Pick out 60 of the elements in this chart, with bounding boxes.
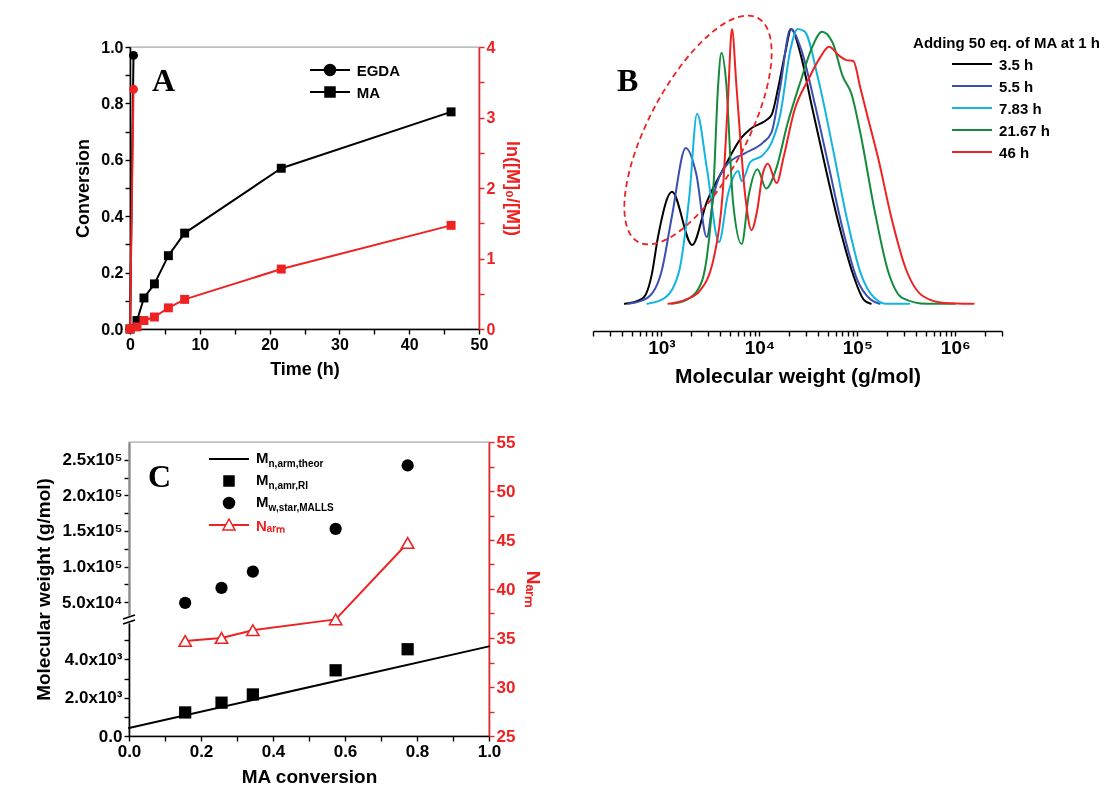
y2-tick-label: 40 [496, 579, 516, 599]
y2-axis-title: ln([M]₀/[M]) [503, 140, 524, 237]
x-axis-title: Molecular weight (g/mol) [674, 363, 922, 387]
x-tick-label: 10⁴ [744, 336, 776, 358]
annotation: A [152, 62, 176, 99]
x-tick-label: 20 [261, 335, 280, 353]
y2-tick-label: 2 [486, 179, 496, 197]
y-tick-label: 2.5x10⁵ [62, 450, 123, 470]
legend-label: M$_{w,star,MALLS}$ [256, 493, 334, 513]
y-tick-label: 0.6 [101, 151, 124, 169]
y2-tick-label: 1 [486, 250, 496, 267]
legend-label: M$_{n,amr,RI}$ [256, 471, 308, 491]
y2-tick-label: 0 [486, 320, 496, 338]
y-tick-label: 0.2 [101, 264, 124, 282]
x-tick-label: 30 [331, 335, 349, 353]
x-tick-label: 0.2 [189, 741, 214, 761]
legend-title: Adding 50 eq. of MA at 1 h [913, 32, 1100, 53]
y-tick-label: 2.0x10⁵ [62, 485, 123, 505]
x-tick-label: 50 [470, 335, 489, 353]
x-tick-label: 10 [191, 335, 210, 353]
y2-tick-label: 35 [496, 628, 516, 648]
y-tick-label: 5.0x10⁴ [62, 592, 123, 612]
y-tick-label: 1.5x10⁵ [62, 521, 123, 541]
y-tick-label: 0.0 [101, 320, 124, 338]
x-axis-title: MA conversion [241, 765, 378, 787]
y2-tick-label: 55 [496, 432, 516, 452]
y2-tick-label: 3 [486, 109, 496, 126]
y-tick-label: 1.0 [101, 38, 124, 56]
x-tick-label: 40 [400, 335, 419, 353]
legend-label: EGDA [356, 61, 400, 79]
legend-label: 3.5 h [999, 55, 1034, 73]
x-tick-label: 10³ [648, 336, 676, 358]
legend-label: M$_{n,arm,theor}$ [256, 449, 324, 469]
legend-label: 21.67 h [999, 121, 1050, 139]
y2-axis-title: Nₐᵣₘ [523, 570, 545, 609]
y2-tick-label: 50 [496, 481, 516, 501]
x-tick-label: 0 [126, 335, 136, 353]
x-tick-label: 10⁶ [940, 336, 971, 358]
y-tick-label: 0.4 [101, 207, 124, 225]
y2-tick-label: 4 [486, 38, 496, 56]
x-tick-label: 10⁵ [842, 336, 873, 358]
legend-label: 46 h [999, 143, 1030, 161]
annotation: B [617, 62, 639, 99]
y2-tick-label: 45 [496, 530, 516, 550]
y-tick-label: 2.0x10³ [64, 688, 123, 708]
y-tick-label: 0.8 [101, 94, 124, 112]
legend-label: 7.83 h [999, 99, 1042, 117]
x-axis-title: Time (h) [270, 358, 340, 379]
y-axis-title: Conversion [73, 138, 94, 239]
y-tick-label: 4.0x10³ [64, 649, 123, 669]
legend-label: 5.5 h [999, 77, 1034, 95]
x-tick-label: 0.4 [261, 741, 286, 761]
legend-label: MA [356, 83, 380, 101]
y2-tick-label: 30 [496, 677, 516, 697]
annotation: C [148, 458, 172, 495]
y-axis-title: Molecular weight (g/mol) [33, 478, 55, 701]
legend-label: Nₐᵣₘ [256, 516, 286, 535]
y-tick-label: 1.0x10⁵ [62, 557, 123, 577]
x-tick-label: 0.6 [333, 741, 358, 761]
x-tick-label: 0.8 [405, 741, 430, 761]
